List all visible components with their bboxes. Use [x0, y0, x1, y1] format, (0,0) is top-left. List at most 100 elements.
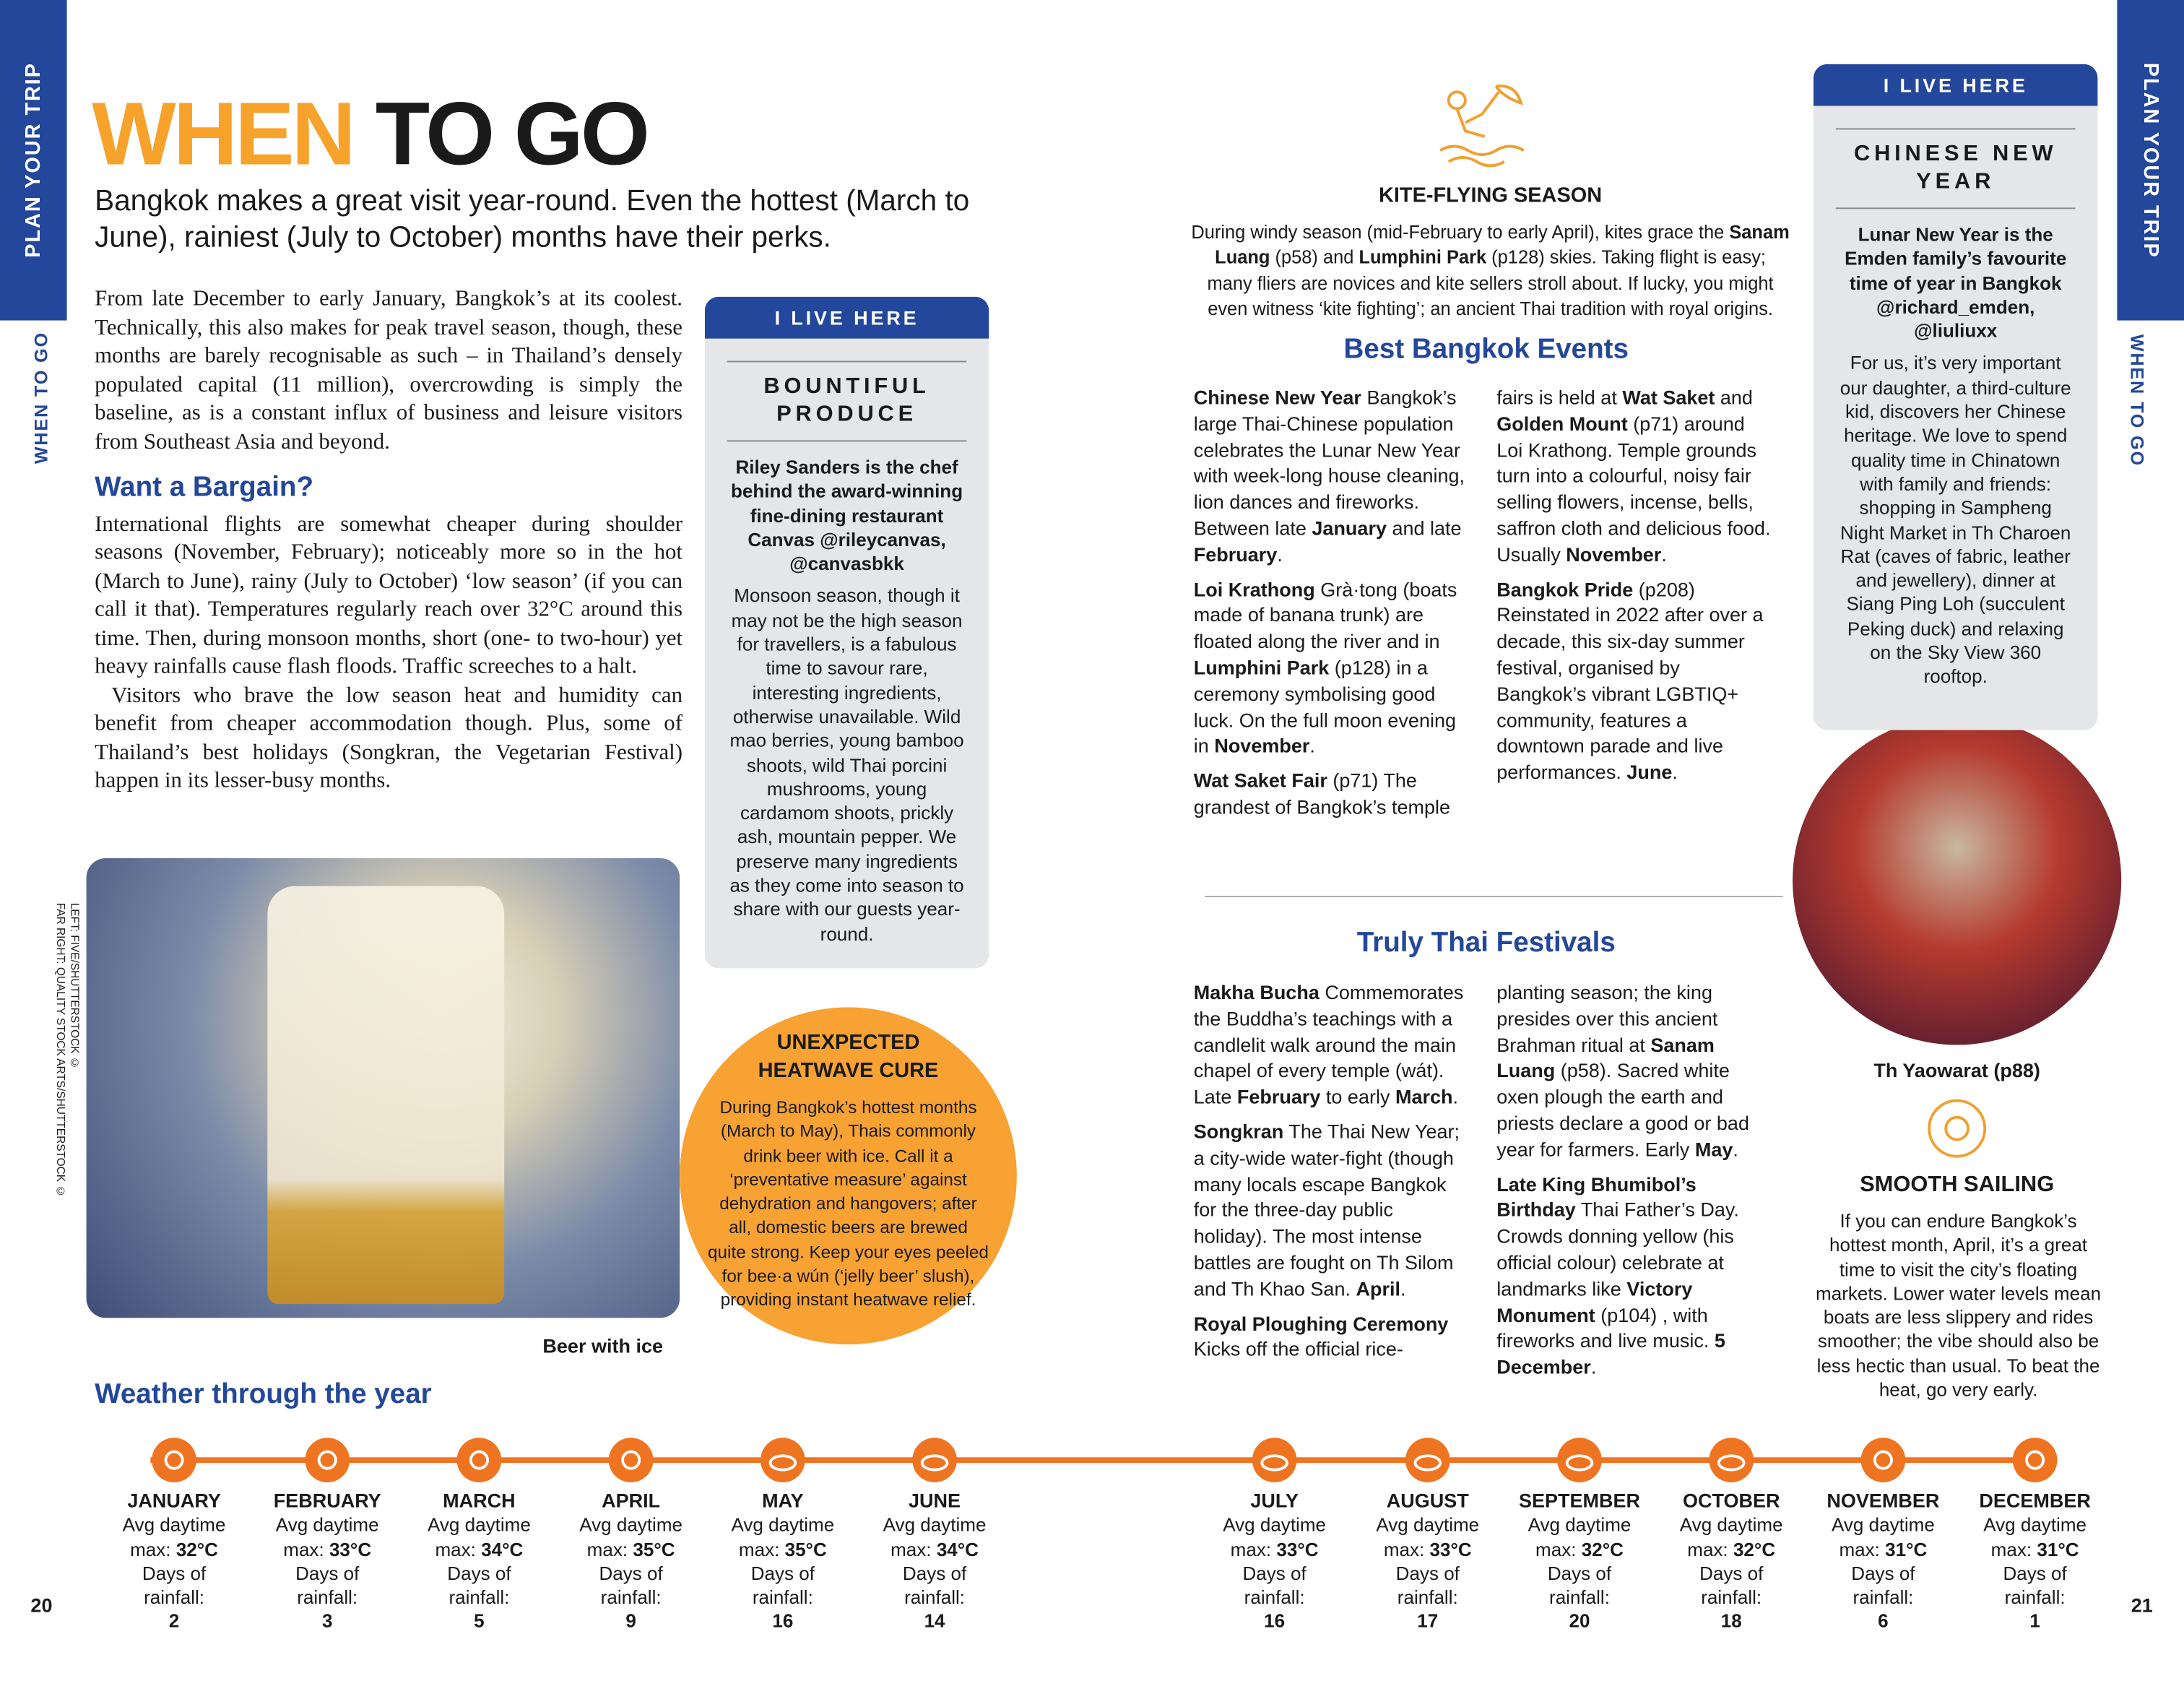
bold-text: Victory Monument [1496, 1277, 1693, 1326]
month-name: JULY [1250, 1489, 1299, 1512]
rain-label: Days of rainfall: [295, 1563, 360, 1608]
subsection-label: WHEN TO GO [2126, 334, 2148, 467]
month-name: APRIL [602, 1489, 661, 1512]
rain-label: Days of rainfall: [1547, 1563, 1612, 1608]
photo-credit: LEFT: FIVE/SHUTTERSTOCK © FAR RIGHT: QUAL… [53, 903, 81, 1198]
month-name: FEBRUARY [273, 1489, 381, 1512]
month-name: JUNE [909, 1489, 961, 1512]
rain-value: 16 [772, 1611, 794, 1633]
max-temp: Avg daytime max: 33°C [1365, 1513, 1491, 1562]
text-run: . [1309, 735, 1315, 757]
max-value: 31°C [1885, 1539, 1928, 1560]
sailing-title: SMOOTH SAILING [1860, 1172, 2055, 1197]
photo-caption: Th Yaowarat (p88) [1873, 1058, 2040, 1081]
sailing-text: If you can endure Bangkok’s hottest mont… [1816, 1210, 2102, 1401]
month-name: MARCH [443, 1489, 516, 1512]
text-run: and [1715, 386, 1753, 409]
heatwave-circle: UNEXPECTED HEATWAVE CURE During Bangkok’s… [680, 1007, 1017, 1345]
max-value: 33°C [329, 1539, 372, 1560]
bold-text: Wat Saket [1622, 386, 1715, 409]
rain-label: Days of rainfall: [902, 1563, 967, 1608]
max-temp: Avg daytime max: 32°C [1517, 1513, 1642, 1562]
section-tab-label: PLAN YOUR TRIP [2138, 62, 2163, 259]
text-run: (p104) , with fireworks and live music. [1496, 1303, 1715, 1352]
text-run: (p128) in a ceremony symbolising good lu… [1193, 656, 1457, 757]
bold-text: November [1566, 543, 1662, 566]
weather-icon [456, 1438, 502, 1482]
credit-line: LEFT: FIVE/SHUTTERSTOCK © [68, 902, 81, 1070]
side-tab [0, 0, 67, 321]
weather-month: FEBRUARY Avg daytime max: 33°C Days of rai… [264, 1490, 390, 1634]
sidebar-body: CHINESE NEW YEAR Lunar New Year is the Em… [1814, 106, 2097, 712]
max-label: Avg daytime max: [275, 1514, 379, 1560]
photo-caption: Beer with ice [542, 1334, 663, 1357]
text-run: . [1277, 543, 1283, 566]
sidebar-body: BOUNTIFUL PRODUCE Riley Sanders is the ch… [705, 339, 989, 969]
title-accent: WHEN [92, 83, 356, 184]
intro: Bangkok makes a great visit year-round. … [95, 185, 970, 254]
event-name: Wat Saket Fair [1193, 769, 1327, 792]
sidebar-title: BOUNTIFUL PRODUCE [727, 360, 967, 442]
heatwave-text: During Bangkok’s hottest months (March t… [708, 1097, 989, 1310]
event-item: Loi Krathong Grà·tong (boats made of ban… [1194, 576, 1469, 760]
rain-value: 3 [321, 1611, 333, 1633]
sun-icon [1928, 1099, 1987, 1158]
max-temp: Avg daytime max: 35°C [720, 1513, 846, 1562]
rain-value: 17 [1417, 1611, 1439, 1633]
max-temp: Avg daytime max: 32°C [111, 1513, 237, 1562]
yaowarat-photo [1793, 716, 2122, 1045]
event-columns: Makha Bucha Commemorates the Buddha’s te… [1194, 980, 1772, 1380]
weather-month: APRIL Avg daytime max: 35°C Days of rainfa… [568, 1490, 694, 1634]
bold-text: Golden Mount [1496, 412, 1628, 435]
max-temp: Avg daytime max: 34°C [872, 1513, 997, 1562]
max-label: Avg daytime max: [1832, 1514, 1935, 1560]
max-label: Avg daytime max: [122, 1514, 226, 1560]
sidebar-text: Monsoon season, though it may not be the… [729, 585, 964, 944]
rain-value: 20 [1569, 1611, 1590, 1633]
page-title: WHEN TO GO [92, 83, 650, 184]
event-name: Royal Ploughing Ceremony [1193, 1311, 1449, 1334]
bold-text: November [1214, 735, 1310, 757]
month-name: DECEMBER [1979, 1489, 2091, 1512]
text-run: (p71) around Loi Krathong. Temple ground… [1496, 412, 1771, 566]
max-value: 32°C [1733, 1539, 1776, 1560]
max-temp: Avg daytime max: 35°C [568, 1513, 694, 1562]
weather-month: AUGUST Avg daytime max: 33°C Days of rainf… [1365, 1490, 1491, 1634]
text-run: During windy season (mid-February to ear… [1191, 221, 1730, 243]
event-columns: Chinese New Year Bangkok’s large Thai-Ch… [1194, 384, 1772, 820]
weather-month: SEPTEMBER Avg daytime max: 32°C Days of ra… [1517, 1490, 1642, 1634]
weather-icon [608, 1438, 654, 1482]
bold-text: March [1395, 1085, 1453, 1108]
text-run: . [1661, 543, 1667, 566]
bold-text: Lumphini Park [1358, 246, 1487, 268]
event-item: Songkran The Thai New Year; a city-wide … [1194, 1119, 1469, 1302]
text-run: The Thai New Year; a city-wide water-fig… [1193, 1120, 1460, 1300]
text-run: (p58). Sacred white oxen plough the eart… [1496, 1059, 1749, 1161]
weather-month: MAY Avg daytime max: 35°C Days of rainfall… [720, 1490, 846, 1634]
bold-text: Sanam Luang [1496, 1033, 1715, 1082]
max-value: 32°C [176, 1539, 219, 1560]
max-temp: Avg daytime max: 32°C [1668, 1513, 1794, 1562]
page-number: 21 [2131, 1594, 2153, 1617]
page-number: 20 [30, 1594, 53, 1617]
rain-value: 6 [1878, 1611, 1889, 1633]
section-heading: Truly Thai Festivals [1356, 928, 1616, 959]
month-name: MAY [762, 1489, 804, 1512]
paragraph: From late December to early January, Ban… [95, 287, 682, 454]
event-name: Chinese New Year [1193, 386, 1361, 409]
month-name: SEPTEMBER [1518, 1489, 1641, 1512]
month-name: AUGUST [1386, 1489, 1469, 1512]
sidebar-box: I LIVE HERE BOUNTIFUL PRODUCE Riley Sander… [704, 296, 989, 969]
event-name: Bangkok Pride [1496, 577, 1634, 600]
weather-icon [1709, 1438, 1754, 1482]
event-item: Royal Ploughing Ceremony Kicks off the o… [1194, 980, 1772, 1380]
text-run: (p58) and [1270, 246, 1359, 268]
kite-icon [1439, 85, 1525, 168]
weather-icon [1860, 1438, 1906, 1482]
text-run: and late [1386, 517, 1462, 540]
credit-line: FAR RIGHT: QUALITY STOCK ARTS/SHUTTERSTO… [54, 902, 67, 1198]
max-value: 32°C [1581, 1539, 1624, 1560]
max-value: 34°C [936, 1539, 979, 1560]
bold-text: Sanam Luang [1215, 221, 1790, 268]
